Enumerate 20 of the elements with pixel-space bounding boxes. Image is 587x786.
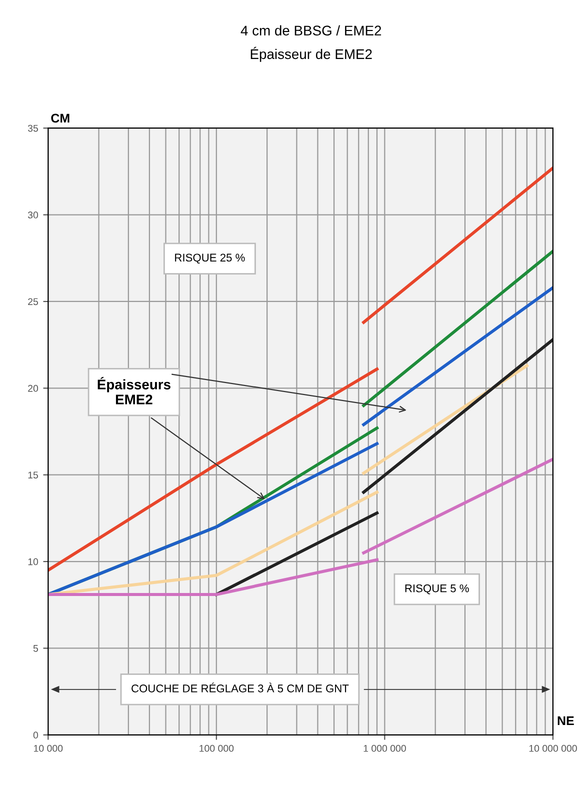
annotation: COUCHE DE RÉGLAGE 3 À 5 CM DE GNT <box>132 682 349 692</box>
x-tick-label: 100 000 <box>200 744 234 752</box>
y-tick-label: 35 <box>28 124 38 132</box>
y-tick-label: 10 <box>28 558 38 566</box>
y-tick-label: 25 <box>28 298 38 306</box>
chart-title: 4 cm de BBSG / EME2 <box>240 25 382 36</box>
y-tick-label: 5 <box>33 645 38 652</box>
y-tick-label: 15 <box>28 472 38 478</box>
y-tick-label: 20 <box>28 384 38 392</box>
x-tick-label: 10 000 <box>34 744 63 752</box>
annotation: RISQUE 25 % <box>175 254 245 264</box>
x-axis-title: NE <box>558 716 574 726</box>
annotation: Épaisseurs EME2 <box>98 376 170 404</box>
y-tick-label: 30 <box>28 212 38 218</box>
annotation: RISQUE 5 % <box>405 584 469 594</box>
y-axis-title: CM <box>51 114 70 123</box>
chart-subtitle: Épaisseur de EME2 <box>250 46 372 62</box>
x-tick-label: 1 000 000 <box>364 744 406 752</box>
x-tick-label: 10 000 000 <box>529 744 577 752</box>
y-tick-label: 0 <box>33 732 38 739</box>
